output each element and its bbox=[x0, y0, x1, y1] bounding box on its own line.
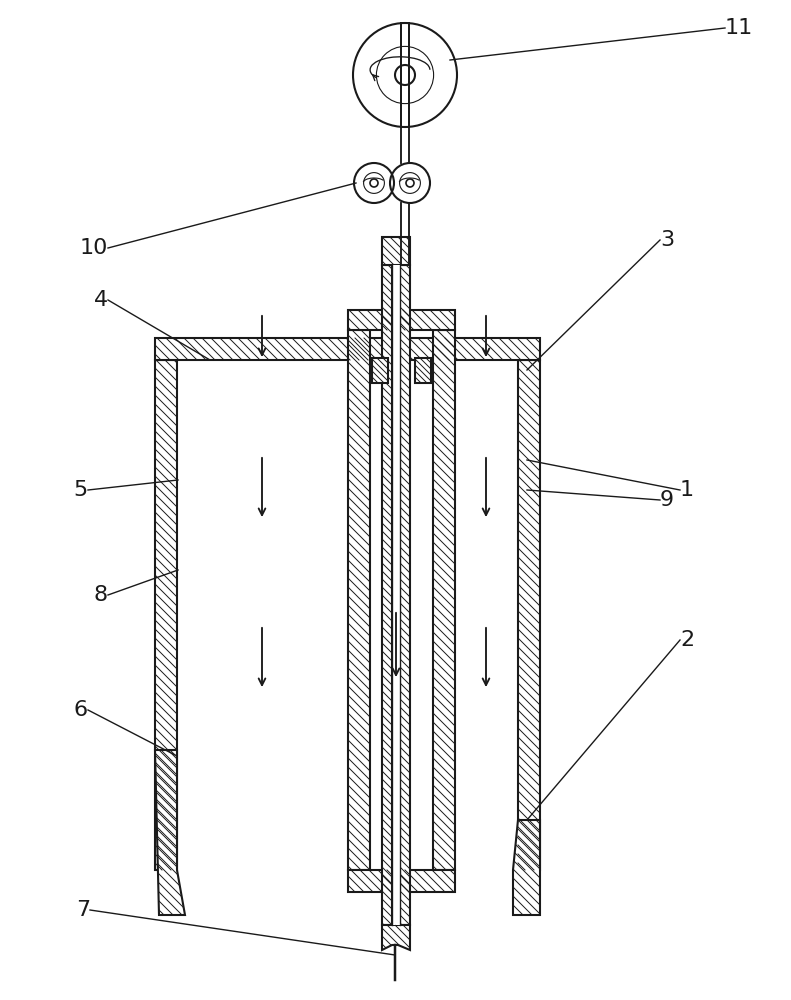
Text: 7: 7 bbox=[76, 900, 90, 920]
Bar bbox=[155, 360, 177, 870]
Text: 4: 4 bbox=[94, 290, 108, 310]
Polygon shape bbox=[382, 925, 410, 950]
Bar bbox=[518, 360, 540, 870]
Text: 6: 6 bbox=[74, 700, 88, 720]
Bar bbox=[348, 310, 455, 330]
Bar bbox=[372, 358, 388, 383]
Bar bbox=[348, 330, 370, 870]
Text: 1: 1 bbox=[680, 480, 694, 500]
Polygon shape bbox=[513, 820, 540, 915]
Bar bbox=[382, 265, 392, 925]
Bar bbox=[177, 360, 518, 870]
Text: 5: 5 bbox=[74, 480, 88, 500]
Text: 10: 10 bbox=[80, 238, 108, 258]
Bar bbox=[392, 265, 400, 925]
Text: 2: 2 bbox=[680, 630, 694, 650]
Text: 9: 9 bbox=[660, 490, 674, 510]
Bar bbox=[433, 330, 455, 870]
Bar bbox=[401, 23, 409, 127]
Bar bbox=[400, 265, 410, 925]
Bar bbox=[155, 338, 540, 360]
Text: 8: 8 bbox=[94, 585, 108, 605]
Bar bbox=[415, 358, 431, 383]
Text: 3: 3 bbox=[660, 230, 674, 250]
Bar bbox=[382, 237, 410, 265]
Bar bbox=[370, 330, 433, 870]
Polygon shape bbox=[155, 750, 185, 915]
Bar bbox=[348, 870, 455, 892]
Text: 11: 11 bbox=[725, 18, 753, 38]
